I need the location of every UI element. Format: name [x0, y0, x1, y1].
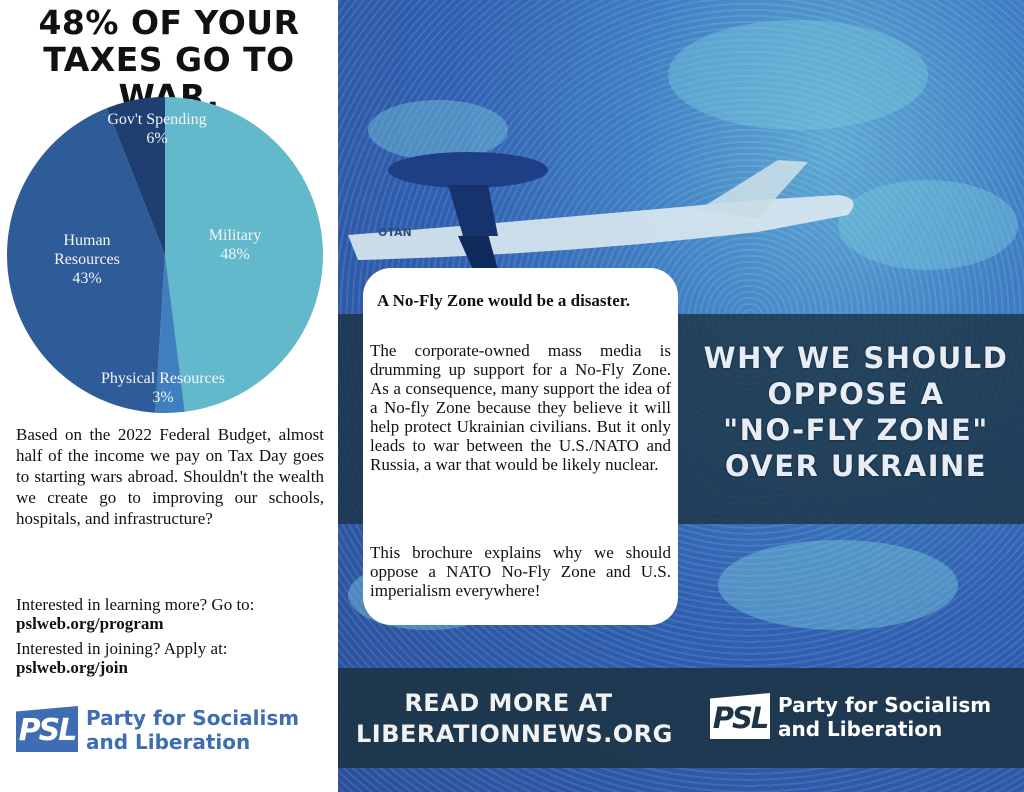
pie-label-line: 43% — [72, 270, 101, 287]
pie-slice-military — [165, 97, 324, 412]
title-line-2: OPPOSE A — [767, 377, 945, 411]
logo-name-line-1: Party for Socialism — [86, 706, 300, 730]
cloud-shape — [668, 20, 928, 130]
pie-slice-gov-t-spending — [106, 97, 165, 255]
cloud-shape — [718, 540, 958, 630]
headline: 48% OF YOUR TAXES GO TO WAR. — [0, 4, 338, 115]
card-paragraph-1: The corporate-owned mass media is drummi… — [370, 341, 671, 474]
headline-line-1: 48% OF YOUR — [38, 3, 300, 42]
card-title: A No-Fly Zone would be a disaster. — [377, 291, 630, 310]
learn-more-text: Interested in learning more? Go to: — [16, 595, 255, 614]
psl-logo: PSL Party for Socialism and Liberation — [16, 702, 326, 758]
pie-label-line: Physical Resources — [101, 370, 225, 387]
pie-label-physical-resources: Physical Resources 3% — [101, 370, 225, 406]
title-line-3: "NO-FLY ZONE" — [723, 413, 989, 447]
title-line-4: OVER UKRAINE — [724, 449, 988, 483]
budget-pie-chart: Military 48% Physical Resources 3% Human Reso… — [5, 95, 325, 415]
radar-support — [448, 185, 498, 236]
panel-title: WHY WE SHOULD OPPOSE A "NO-FLY ZONE" OVE… — [696, 340, 1016, 484]
pie-label-military: Military 48% — [209, 227, 261, 263]
card-paragraph-2: This brochure explains why we should opp… — [370, 543, 671, 600]
footer-band — [338, 668, 1024, 768]
pie-slice-human-resources — [6, 108, 165, 413]
psl-flag-icon: PSL — [16, 706, 78, 752]
read-more: READ MORE AT LIBERATIONNEWS.ORG — [356, 688, 672, 750]
pie-label-gov-t-spending: Gov't Spending 6% — [107, 111, 206, 147]
left-panel: 48% OF YOUR TAXES GO TO WAR. Military 48%… — [0, 0, 338, 792]
psl-logo-name: Party for Socialism and Liberation — [778, 693, 1010, 741]
awacs-plane-image: OTAN — [348, 152, 854, 270]
psl-logo-white: PSL Party for Socialism and Liberation — [710, 690, 1010, 746]
plane-wing — [698, 160, 808, 218]
psl-logo-name: Party for Socialism and Liberation — [86, 706, 326, 754]
pie-label-line: Human — [63, 232, 110, 249]
pie-label-line: 6% — [146, 130, 167, 147]
pie-label-line: 48% — [220, 246, 249, 263]
cloud-shape — [368, 100, 508, 160]
budget-explanation: Based on the 2022 Federal Budget, almost… — [16, 425, 324, 528]
radar-dome — [388, 152, 548, 188]
pie-label-line: 3% — [152, 389, 173, 406]
radar-pylon — [458, 234, 498, 270]
read-more-line-1: READ MORE AT — [404, 689, 613, 717]
cloud-shape — [838, 180, 1018, 270]
headline-line-2: TAXES GO TO WAR. — [43, 40, 295, 116]
pie-svg: Military 48% Physical Resources 3% Human Reso… — [6, 97, 324, 414]
join-link[interactable]: pslweb.org/join — [16, 658, 128, 677]
join-text: Interested in joining? Apply at: — [16, 639, 228, 658]
title-line-1: WHY WE SHOULD — [703, 341, 1009, 375]
pie-slice-physical-resources — [155, 255, 185, 414]
logo-name-line-1: Party for Socialism — [778, 693, 992, 717]
pie-label-line: Resources — [54, 251, 120, 268]
plane-fuselage — [348, 195, 854, 260]
pie-label-line: Gov't Spending — [107, 111, 206, 128]
liberation-news-link[interactable]: LIBERATIONNEWS.ORG — [356, 720, 673, 748]
right-panel: OTAN A No-Fly Zone would be a disaster. … — [338, 0, 1024, 792]
learn-more-cta: Interested in learning more? Go to: pslw… — [16, 595, 326, 633]
logo-name-line-2: and Liberation — [86, 730, 251, 754]
logo-name-line-2: and Liberation — [778, 717, 943, 741]
info-card: A No-Fly Zone would be a disaster. The c… — [363, 268, 678, 625]
psl-flag-icon: PSL — [710, 693, 770, 739]
join-cta: Interested in joining? Apply at: pslweb.… — [16, 639, 326, 677]
pie-label-line: Military — [209, 227, 261, 244]
program-link[interactable]: pslweb.org/program — [16, 614, 164, 633]
plane-marking: OTAN — [378, 226, 412, 239]
pie-label-human-resources: Human Resources 43% — [54, 232, 120, 287]
